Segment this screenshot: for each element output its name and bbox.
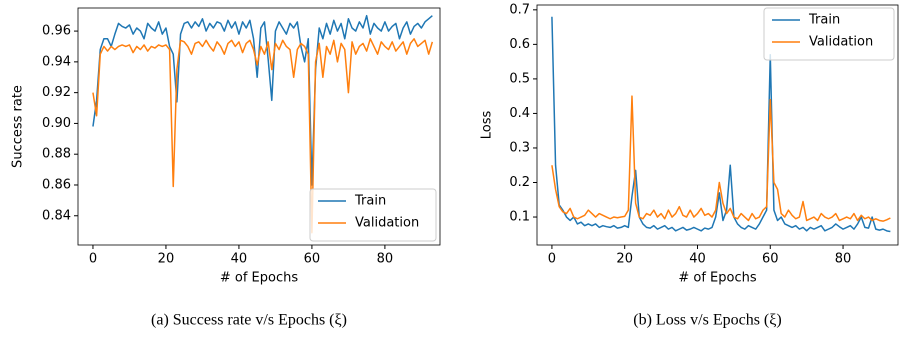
- y-tick-label: 0.5: [509, 71, 530, 86]
- legend-label: Train: [808, 13, 840, 28]
- axes-frame: [536, 4, 899, 246]
- caption: (a) Success rate v/s Epochs (ξ): [151, 312, 347, 329]
- y-tick-label: 0.4: [509, 106, 530, 121]
- legend-box: [763, 7, 895, 61]
- series-line: [92, 14, 433, 186]
- x-tick-label: 20: [616, 252, 633, 267]
- axes-frame: [77, 7, 441, 246]
- y-tick-label: 0.3: [509, 140, 530, 155]
- series-line: [551, 16, 891, 233]
- y-tick-label: 0.86: [42, 177, 71, 192]
- x-axis-label: # of Epochs: [678, 271, 756, 286]
- x-tick-label: 20: [158, 252, 175, 267]
- x-tick-label: 40: [231, 252, 248, 267]
- y-axis-label: Loss: [480, 111, 495, 140]
- x-axis-label: # of Epochs: [220, 271, 298, 286]
- series-line: [92, 38, 434, 234]
- y-tick-label: 0.96: [42, 24, 71, 39]
- x-tick-label: 60: [762, 252, 779, 267]
- y-tick-label: 0.90: [42, 116, 71, 131]
- y-tick-label: 0.94: [42, 54, 71, 69]
- caption: (b) Loss v/s Epochs (ξ): [633, 312, 781, 329]
- y-tick-label: 0.92: [42, 85, 71, 100]
- x-tick-label: 40: [689, 252, 706, 267]
- y-tick-label: 0.6: [509, 37, 530, 52]
- legend-box: [309, 188, 437, 242]
- series-line: [551, 95, 891, 222]
- legend-label: Validation: [355, 216, 419, 231]
- x-tick-label: 60: [304, 252, 321, 267]
- x-tick-label: 0: [548, 252, 556, 267]
- y-tick-label: 0.7: [509, 2, 530, 17]
- y-tick-label: 0.84: [42, 208, 71, 223]
- legend-label: Validation: [809, 35, 873, 50]
- legend-label: Train: [354, 194, 386, 209]
- x-tick-label: 80: [835, 252, 852, 267]
- y-axis-label: Success rate: [11, 85, 26, 168]
- x-tick-label: 80: [377, 252, 394, 267]
- x-tick-label: 0: [89, 252, 97, 267]
- y-tick-label: 0.88: [42, 147, 71, 162]
- y-tick-label: 0.1: [509, 210, 530, 225]
- y-tick-label: 0.2: [509, 175, 530, 190]
